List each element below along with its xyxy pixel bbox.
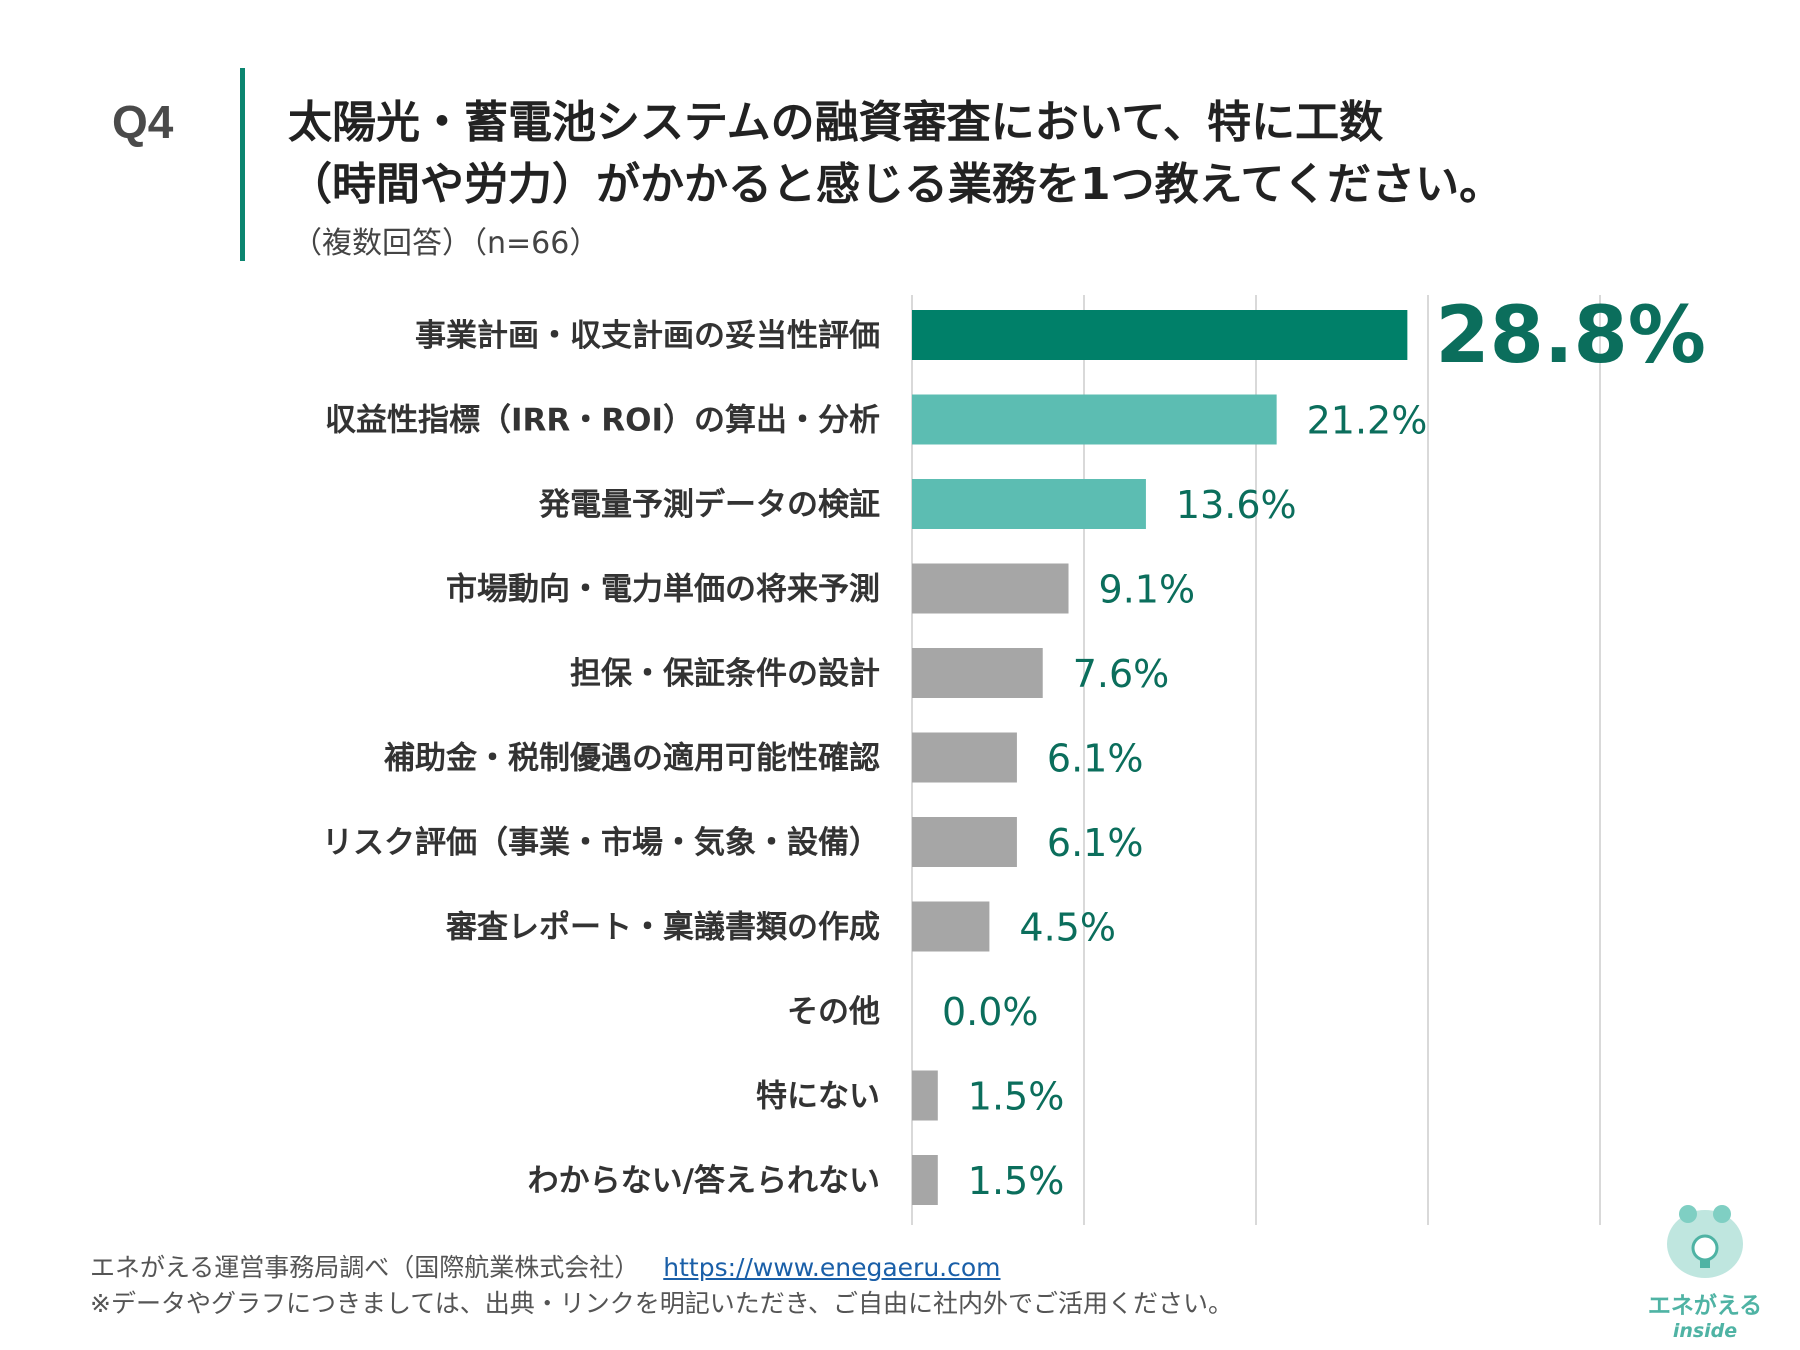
value-label-8: 0.0% — [942, 990, 1039, 1034]
bar-7 — [912, 901, 990, 952]
value-label-6: 6.1% — [1047, 821, 1144, 865]
bar-1 — [912, 394, 1277, 445]
bar-5 — [912, 732, 1017, 783]
logo-sub: inside — [1672, 1320, 1738, 1342]
category-label-7: 審査レポート・稟議書類の作成 — [445, 910, 880, 946]
question-title-line-2: （時間や労力）がかかると感じる業務を1つ教えてください。 — [288, 159, 1504, 210]
category-label-4: 担保・保証条件の設計 — [570, 656, 880, 692]
category-label-8: その他 — [787, 994, 880, 1030]
category-label-6: リスク評価（事業・市場・気象・設備） — [322, 825, 880, 861]
value-label-1: 21.2% — [1307, 399, 1428, 443]
footer-source-line: エネがえる運営事務局調べ（国際航業株式会社） https://www.enegae… — [90, 1250, 1233, 1286]
bar-6 — [912, 817, 1017, 867]
footer-link[interactable]: https://www.enegaeru.com — [663, 1253, 1001, 1282]
category-label-3: 市場動向・電力単価の将来予測 — [446, 572, 880, 608]
footer-note: ※データやグラフにつきましては、出典・リンクを明記いただき、ご自由に社内外でご活… — [90, 1289, 1233, 1318]
bar-10 — [912, 1155, 938, 1205]
value-label-9: 1.5% — [968, 1075, 1065, 1119]
category-label-0: 事業計画・収支計画の妥当性評価 — [415, 318, 880, 354]
value-label-3: 9.1% — [1099, 568, 1196, 612]
category-label-10: わからない/答えられない — [528, 1163, 880, 1199]
footer-source: エネがえる運営事務局調べ（国際航業株式会社） — [90, 1253, 640, 1282]
logo-name: エネがえる — [1647, 1293, 1763, 1319]
value-label-2: 13.6% — [1176, 483, 1297, 527]
question-subtitle: （複数回答）（n=66） — [292, 226, 600, 261]
frog-lightbulb-icon — [1667, 1205, 1743, 1278]
bar-4 — [912, 648, 1043, 698]
question-number: Q4 — [112, 96, 174, 148]
enegaeru-logo: エネがえる inside — [1640, 1198, 1770, 1342]
category-label-5: 補助金・税制優遇の適用可能性確認 — [383, 741, 880, 777]
title-accent-bar — [240, 68, 245, 261]
bar-2 — [912, 479, 1146, 529]
value-label-10: 1.5% — [968, 1159, 1065, 1203]
value-label-7: 4.5% — [1019, 906, 1116, 950]
category-label-9: 特にない — [756, 1079, 880, 1115]
category-label-1: 収益性指標（IRR・ROI）の算出・分析 — [325, 403, 880, 439]
category-label-2: 発電量予測データの検証 — [538, 487, 880, 523]
footer: エネがえる運営事務局調べ（国際航業株式会社） https://www.enegae… — [90, 1250, 1233, 1322]
bar-3 — [912, 563, 1069, 614]
bar-9 — [912, 1070, 938, 1121]
value-label-5: 6.1% — [1047, 737, 1144, 781]
question-title-line-1: 太陽光・蓄電池システムの融資審査において、特に工数 — [288, 97, 1384, 148]
question-title: 太陽光・蓄電池システムの融資審査において、特に工数 （時間や労力）がかかると感じ… — [288, 92, 1768, 216]
bar-0 — [912, 310, 1408, 360]
value-label-4: 7.6% — [1073, 652, 1170, 696]
value-label-0: 28.8% — [1435, 291, 1706, 381]
bar-chart: 事業計画・収支計画の妥当性評価 28.8% 収益性指標（IRR・ROI）の算出・分析… — [322, 291, 1706, 1225]
